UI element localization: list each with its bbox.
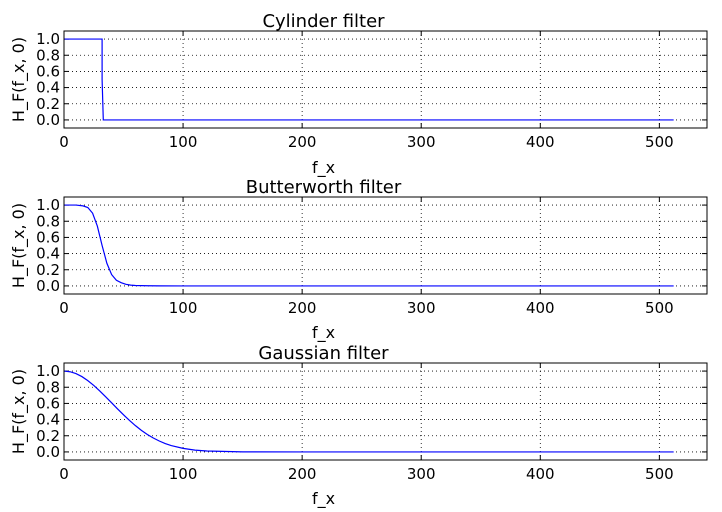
x-tick-label: 100 xyxy=(169,299,198,317)
y-tick-label: 0.2 xyxy=(36,261,60,279)
y-axis-label: H_F(f_x, 0) xyxy=(9,37,29,122)
x-tick-label: 500 xyxy=(645,299,674,317)
y-tick-label: 0.4 xyxy=(36,411,60,429)
x-tick-label: 100 xyxy=(169,465,198,483)
series-line-1 xyxy=(63,370,674,453)
x-tick-label: 0 xyxy=(59,299,69,317)
chart-panel-2: 0 100 200 300 400 500 0.00.20.40.60.81.0 Butter… xyxy=(9,177,708,343)
y-tick-label: 0.6 xyxy=(36,228,60,246)
y-tick-label: 0.2 xyxy=(36,427,60,445)
y-tick-label: 0.8 xyxy=(36,212,60,230)
y-tick-label: 1.0 xyxy=(36,362,60,380)
chart-title: Cylinder filter xyxy=(262,11,385,32)
x-tick-label: 400 xyxy=(526,133,555,151)
y-tick-label: 1.0 xyxy=(36,30,60,48)
y-tick-label: 0.4 xyxy=(36,245,60,263)
x-tick-label: 200 xyxy=(288,465,317,483)
chart-panel-1: 0 100 200 300 400 500 0.00.20.40.60.81.0 Cylind… xyxy=(9,11,708,178)
x-tick-label: 0 xyxy=(59,465,69,483)
y-tick-label: 1.0 xyxy=(36,196,60,214)
plot-frame xyxy=(63,196,708,295)
y-tick-label: 0.6 xyxy=(36,62,60,80)
x-tick-label: 500 xyxy=(645,465,674,483)
y-tick-label: 0.4 xyxy=(36,79,60,97)
y-tick-label: 0.0 xyxy=(36,443,60,461)
series-line-1 xyxy=(64,38,674,121)
x-tick-label: 300 xyxy=(407,465,436,483)
chart-title: Gaussian filter xyxy=(258,343,389,364)
x-tick-label: 300 xyxy=(407,133,436,151)
x-tick-label: 300 xyxy=(407,299,436,317)
y-tick-label: 0.8 xyxy=(36,378,60,396)
x-tick-label: 400 xyxy=(526,299,555,317)
chart-title: Butterworth filter xyxy=(246,177,402,198)
y-tick-label: 0.0 xyxy=(36,111,60,129)
x-tick-label: 0 xyxy=(59,133,69,151)
y-axis-label: H_F(f_x, 0) xyxy=(9,369,29,454)
y-axis-label: H_F(f_x, 0) xyxy=(9,203,29,288)
plot-frame xyxy=(63,30,708,129)
y-tick-label: 0.0 xyxy=(36,277,60,295)
plot-frame xyxy=(63,362,708,461)
x-tick-label: 400 xyxy=(526,465,555,483)
x-axis-label: f_x xyxy=(312,489,335,509)
series-line-1 xyxy=(64,204,674,287)
x-axis-label: f_x xyxy=(312,158,335,178)
y-tick-label: 0.2 xyxy=(36,95,60,113)
y-tick-label: 0.8 xyxy=(36,46,60,64)
x-tick-label: 200 xyxy=(288,299,317,317)
chart-panel-3: 0 100 200 300 400 500 0.00.20.40.60.81.0 Gaussi… xyxy=(9,343,708,509)
y-tick-label: 0.6 xyxy=(36,394,60,412)
x-tick-label: 500 xyxy=(645,133,674,151)
x-axis-label: f_x xyxy=(312,323,335,343)
x-tick-label: 200 xyxy=(288,133,317,151)
x-tick-label: 100 xyxy=(169,133,198,151)
